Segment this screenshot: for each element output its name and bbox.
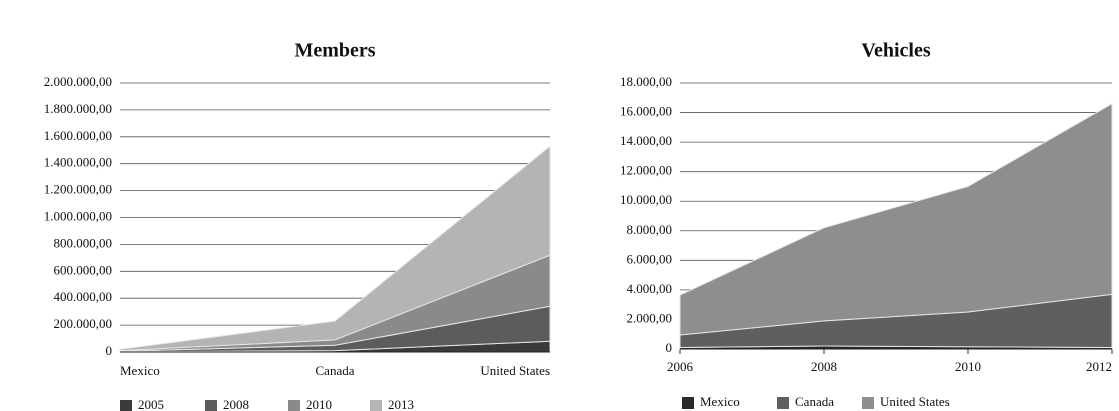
y-tick-label: 12.000,00 — [620, 163, 672, 178]
legend-label: 2013 — [388, 397, 414, 411]
y-tick-label: 16.000,00 — [620, 104, 672, 119]
area — [679, 102, 1113, 336]
y-tick-label: 0 — [106, 343, 113, 358]
y-tick-label: 600.000,00 — [54, 262, 113, 277]
y-tick-label: 0 — [666, 340, 673, 355]
y-tick-label: 200.000,00 — [54, 316, 113, 331]
y-tick-label: 1.200.000,00 — [44, 182, 112, 197]
legend-swatch — [288, 400, 300, 411]
y-tick-label: 4.000,00 — [627, 281, 673, 296]
x-tick-label: 2010 — [955, 359, 981, 374]
legend-swatch — [862, 397, 874, 409]
x-tick-label: 2006 — [667, 359, 694, 374]
x-tick-label: United States — [480, 363, 550, 378]
y-tick-label: 800.000,00 — [54, 235, 113, 250]
y-tick-label: 14.000,00 — [620, 133, 672, 148]
y-tick-label: 1.600.000,00 — [44, 128, 112, 143]
area — [119, 145, 551, 352]
chart-title: Members — [294, 40, 375, 62]
legend-label: 2008 — [223, 397, 249, 411]
legend-label: Mexico — [700, 394, 740, 409]
y-tick-label: 1.000.000,00 — [44, 208, 112, 223]
legend-swatch — [120, 400, 132, 411]
legend-label: United States — [880, 394, 950, 409]
legend-label: Canada — [795, 394, 834, 409]
legend-swatch — [205, 400, 217, 411]
x-tick-label: Canada — [316, 363, 355, 378]
legend-swatch — [682, 397, 694, 409]
y-tick-label: 18.000,00 — [620, 74, 672, 89]
x-tick-label: 2012 — [1086, 359, 1112, 374]
y-tick-label: 400.000,00 — [54, 289, 113, 304]
y-tick-label: 8.000,00 — [627, 222, 673, 237]
x-tick-label: 2008 — [811, 359, 837, 374]
legend-swatch — [777, 397, 789, 409]
y-tick-label: 1.400.000,00 — [44, 155, 112, 170]
legend-label: 2010 — [306, 397, 332, 411]
y-tick-label: 2.000,00 — [627, 310, 673, 325]
legend-label: 2005 — [138, 397, 164, 411]
legend-swatch — [370, 400, 382, 411]
y-tick-label: 10.000,00 — [620, 192, 672, 207]
x-tick-label: Mexico — [120, 363, 160, 378]
y-tick-label: 6.000,00 — [627, 251, 673, 266]
y-tick-label: 2.000.000,00 — [44, 74, 112, 89]
y-tick-label: 1.800.000,00 — [44, 101, 112, 116]
chart-title: Vehicles — [861, 40, 930, 62]
